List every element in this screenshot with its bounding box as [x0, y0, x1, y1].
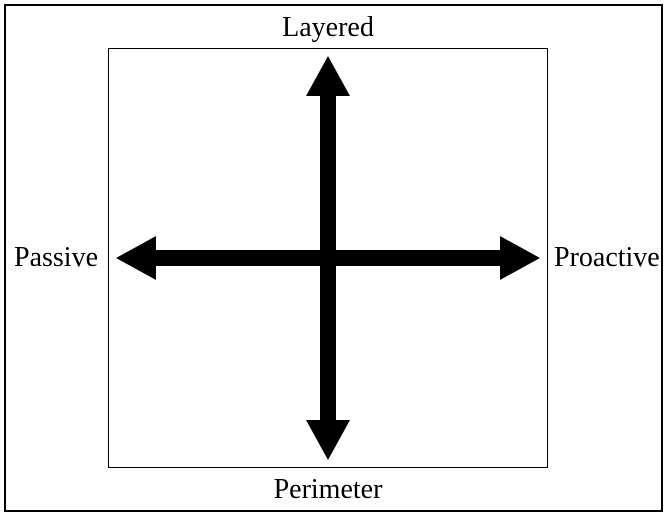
inner-square: [108, 48, 548, 468]
axis-label-left: Passive: [14, 242, 98, 274]
axis-label-right: Proactive: [554, 242, 660, 274]
axis-label-bottom: Perimeter: [274, 474, 383, 506]
axis-label-top: Layered: [282, 12, 374, 44]
